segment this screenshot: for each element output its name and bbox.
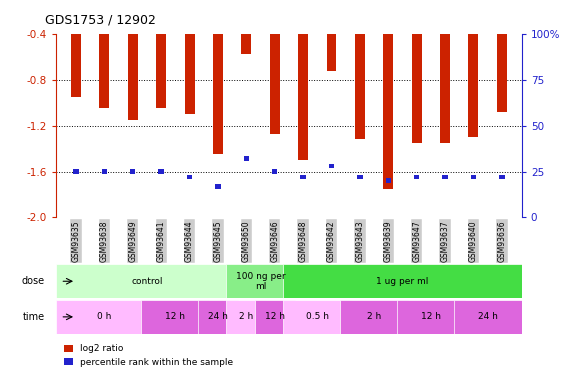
Bar	[283, 264, 522, 298]
Bar	[385, 178, 391, 183]
Text: GSM93640: GSM93640	[469, 220, 478, 262]
Bar	[128, 34, 138, 120]
Bar	[272, 169, 278, 174]
Text: GSM93637: GSM93637	[440, 220, 449, 262]
Text: control: control	[131, 277, 163, 286]
Bar	[241, 34, 251, 54]
Bar	[156, 34, 166, 108]
Bar	[215, 184, 220, 189]
Text: GDS1753 / 12902: GDS1753 / 12902	[45, 13, 156, 26]
Text: 0 h: 0 h	[97, 312, 112, 321]
Bar	[99, 34, 109, 108]
Bar	[300, 175, 306, 179]
Bar	[329, 164, 334, 168]
Text: 12 h: 12 h	[165, 312, 185, 321]
Text: 0.5 h: 0.5 h	[306, 312, 329, 321]
Text: 2 h: 2 h	[367, 312, 381, 321]
Bar	[158, 169, 164, 174]
Text: GSM93647: GSM93647	[412, 220, 421, 262]
Bar	[471, 175, 476, 179]
Bar	[499, 175, 504, 179]
Bar	[340, 300, 408, 334]
Text: GSM93646: GSM93646	[270, 220, 279, 262]
Bar	[243, 156, 249, 161]
Bar	[468, 34, 479, 137]
Bar	[440, 34, 450, 143]
Bar	[383, 34, 393, 189]
Text: time: time	[23, 312, 45, 322]
Bar	[141, 300, 209, 334]
Text: 1 ug per ml: 1 ug per ml	[376, 277, 429, 286]
Bar	[227, 264, 295, 298]
Bar	[185, 34, 195, 114]
Bar	[56, 264, 238, 298]
Bar	[198, 300, 238, 334]
Bar	[397, 300, 465, 334]
Bar	[71, 34, 81, 97]
Bar	[414, 175, 420, 179]
Bar	[213, 34, 223, 154]
Text: GSM93645: GSM93645	[213, 220, 222, 262]
Text: GSM93648: GSM93648	[298, 220, 307, 262]
Text: 2 h: 2 h	[239, 312, 254, 321]
Text: 12 h: 12 h	[421, 312, 441, 321]
Bar	[327, 34, 337, 70]
Text: GSM93643: GSM93643	[356, 220, 365, 262]
Text: 24 h: 24 h	[478, 312, 498, 321]
Text: GSM93642: GSM93642	[327, 220, 336, 262]
Text: GSM93636: GSM93636	[498, 220, 507, 262]
Bar	[73, 169, 79, 174]
Bar	[56, 300, 153, 334]
Bar	[412, 34, 422, 143]
Bar	[497, 34, 507, 112]
Bar	[283, 300, 351, 334]
Bar	[298, 34, 308, 160]
Text: GSM93649: GSM93649	[128, 220, 137, 262]
Bar	[130, 169, 136, 174]
Text: 100 ng per
ml: 100 ng per ml	[236, 272, 286, 291]
Text: 24 h: 24 h	[208, 312, 228, 321]
Text: GSM93638: GSM93638	[100, 220, 109, 262]
Bar	[442, 175, 448, 179]
Bar	[357, 175, 362, 179]
Legend: log2 ratio, percentile rank within the sample: log2 ratio, percentile rank within the s…	[61, 341, 237, 370]
Text: dose: dose	[22, 276, 45, 286]
Text: GSM93650: GSM93650	[242, 220, 251, 262]
Bar	[255, 300, 295, 334]
Text: 12 h: 12 h	[265, 312, 285, 321]
Bar	[102, 169, 107, 174]
Text: GSM93639: GSM93639	[384, 220, 393, 262]
Text: GSM93644: GSM93644	[185, 220, 194, 262]
Bar	[227, 300, 266, 334]
Bar	[187, 175, 192, 179]
Bar	[355, 34, 365, 140]
Text: GSM93635: GSM93635	[71, 220, 80, 262]
Text: GSM93641: GSM93641	[157, 220, 165, 262]
Bar	[270, 34, 280, 134]
Bar	[454, 300, 522, 334]
